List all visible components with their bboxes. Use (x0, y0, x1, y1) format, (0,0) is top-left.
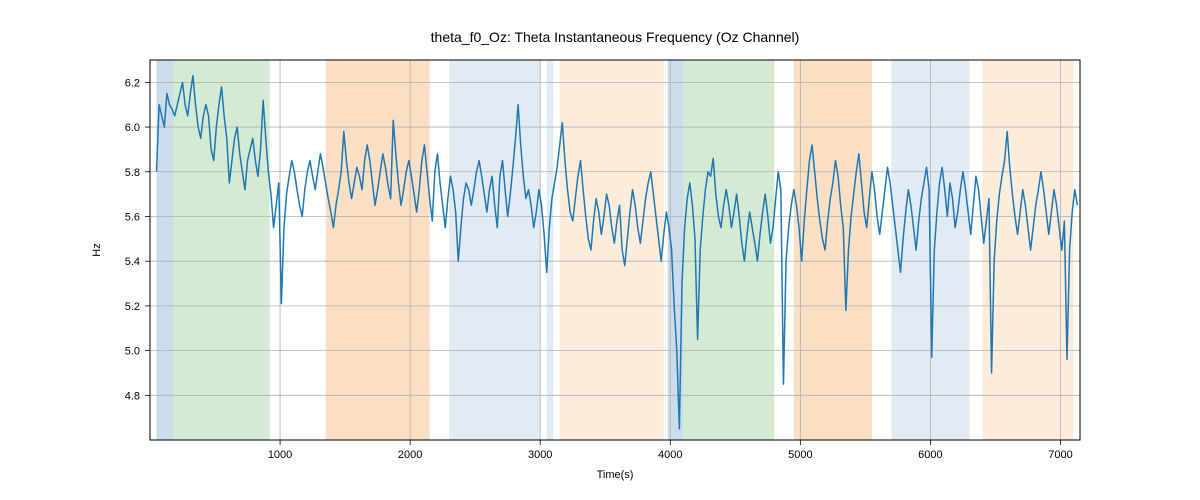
y-tick-label: 5.6 (125, 211, 140, 223)
x-tick-label: 7000 (1048, 449, 1072, 461)
x-axis-label: Time(s) (597, 469, 634, 481)
x-tick-label: 3000 (528, 449, 552, 461)
y-tick-label: 4.8 (125, 390, 140, 402)
background-region (449, 60, 540, 440)
y-tick-label: 6.2 (125, 77, 140, 89)
x-tick-label: 2000 (398, 449, 422, 461)
background-region (326, 60, 430, 440)
background-region (560, 60, 664, 440)
x-tick-label: 5000 (788, 449, 812, 461)
y-axis-label: Hz (91, 243, 103, 256)
y-tick-label: 5.8 (125, 167, 140, 179)
y-tick-label: 5.0 (125, 346, 140, 358)
background-region (173, 60, 269, 440)
background-region (982, 60, 1073, 440)
y-tick-label: 5.2 (125, 301, 140, 313)
y-tick-label: 6.0 (125, 122, 140, 134)
y-tick-label: 5.4 (125, 256, 140, 268)
x-tick-label: 1000 (268, 449, 292, 461)
line-chart: 1000 2000 3000 4000 5000 6000 7000 4.8 5.0 5.2 5.4… (0, 0, 1200, 500)
x-tick-label: 6000 (918, 449, 942, 461)
background-region (794, 60, 872, 440)
chart-title: theta_f0_Oz: Theta Instantaneous Frequen… (431, 29, 800, 45)
x-tick-label: 4000 (658, 449, 682, 461)
chart-container: 1000 2000 3000 4000 5000 6000 7000 4.8 5.0 5.2 5.4… (0, 0, 1200, 500)
background-region (683, 60, 774, 440)
